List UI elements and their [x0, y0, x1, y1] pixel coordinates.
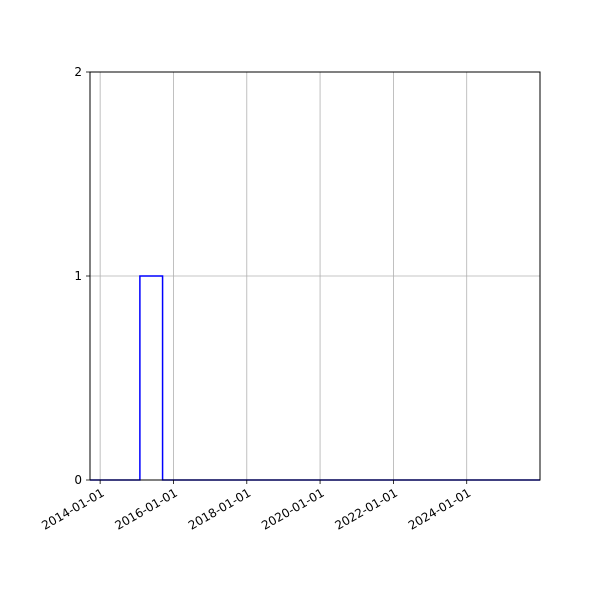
histogram-bin: [140, 276, 163, 480]
y-tick-label: 1: [74, 269, 82, 283]
y-axis: 0 1 2: [74, 65, 90, 487]
y-tick-label: 2: [74, 65, 82, 79]
x-tick-label: 2020-01-01: [259, 486, 326, 533]
x-tick-label: 2016-01-01: [113, 486, 180, 533]
x-tick-label: 2014-01-01: [39, 486, 106, 533]
series-layer: [90, 275, 540, 481]
histogram-step-line: [90, 275, 540, 481]
y-tick-label: 0: [74, 473, 82, 487]
x-tick-label: 2022-01-01: [333, 486, 400, 533]
x-tick-label: 2018-01-01: [186, 486, 253, 533]
x-tick-label: 2024-01-01: [406, 486, 473, 533]
x-axis: 2014-01-01 2016-01-01 2018-01-01 2020-01-01…: [39, 480, 473, 533]
